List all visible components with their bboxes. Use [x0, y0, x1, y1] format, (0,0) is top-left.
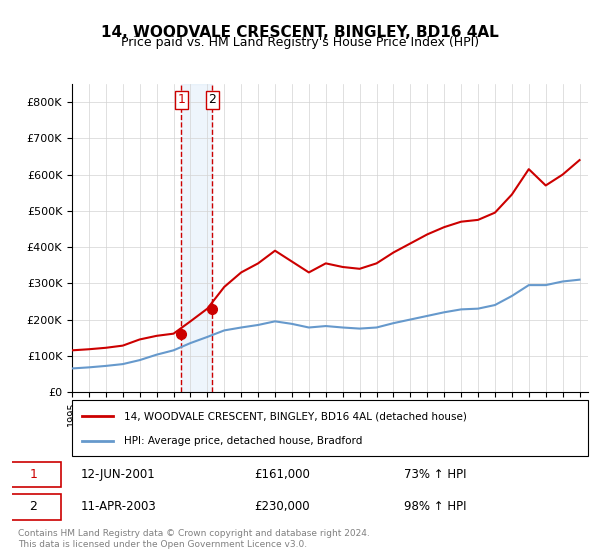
FancyBboxPatch shape	[72, 400, 588, 456]
Text: HPI: Average price, detached house, Bradford: HPI: Average price, detached house, Brad…	[124, 436, 362, 446]
Text: 1: 1	[29, 468, 37, 481]
Text: £161,000: £161,000	[254, 468, 310, 481]
Text: £230,000: £230,000	[254, 501, 310, 514]
Text: 14, WOODVALE CRESCENT, BINGLEY, BD16 4AL (detached house): 14, WOODVALE CRESCENT, BINGLEY, BD16 4AL…	[124, 411, 466, 421]
Text: 12-JUN-2001: 12-JUN-2001	[81, 468, 156, 481]
FancyBboxPatch shape	[6, 494, 61, 520]
Text: 2: 2	[29, 501, 37, 514]
Text: 1: 1	[177, 94, 185, 106]
Text: Contains HM Land Registry data © Crown copyright and database right 2024.
This d: Contains HM Land Registry data © Crown c…	[18, 529, 370, 549]
Text: 2: 2	[208, 94, 216, 106]
Text: 11-APR-2003: 11-APR-2003	[81, 501, 157, 514]
Bar	[181, 84, 212, 392]
Text: 98% ↑ HPI: 98% ↑ HPI	[404, 501, 466, 514]
Text: Price paid vs. HM Land Registry's House Price Index (HPI): Price paid vs. HM Land Registry's House …	[121, 36, 479, 49]
FancyBboxPatch shape	[6, 462, 61, 487]
Text: 14, WOODVALE CRESCENT, BINGLEY, BD16 4AL: 14, WOODVALE CRESCENT, BINGLEY, BD16 4AL	[101, 25, 499, 40]
Text: 73% ↑ HPI: 73% ↑ HPI	[404, 468, 466, 481]
